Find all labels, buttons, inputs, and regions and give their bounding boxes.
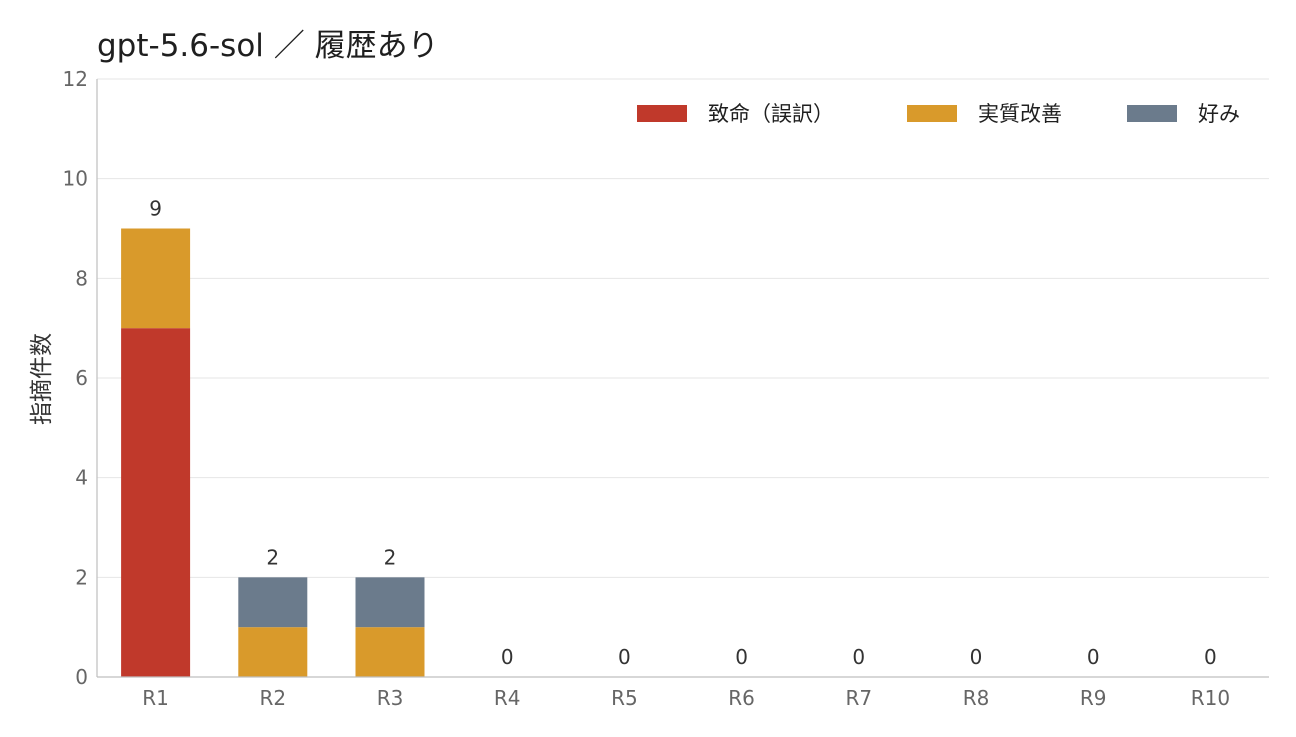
bar-total-label: 0: [501, 645, 514, 669]
chart-title: gpt-5.6-sol ／ 履歴あり: [97, 28, 439, 64]
y-axis-label: 指摘件数: [29, 333, 55, 425]
axes: [96, 79, 1269, 678]
x-tick-label: R8: [963, 686, 990, 710]
y-tick-label: 6: [75, 366, 88, 390]
bar-total-label: 0: [1087, 645, 1100, 669]
y-tick-label: 2: [75, 565, 88, 589]
x-tick-label: R4: [494, 686, 521, 710]
y-tick-label: 4: [75, 466, 88, 490]
bar-segment: [355, 577, 425, 628]
bar-segment: [121, 228, 191, 329]
legend-swatch: [907, 105, 957, 122]
x-tick-label: R7: [845, 686, 872, 710]
labels: 0 2 4 6 8 10 12 R1 9 R2 2 R3 2 R4 0 R5 0 R6 0 R7 0 R8 0 R9 0 R10 0: [63, 67, 1231, 710]
bar-total-label: 0: [970, 645, 983, 669]
x-tick-label: R3: [377, 686, 404, 710]
y-tick-label: 10: [63, 167, 88, 191]
bar-total-label: 2: [384, 545, 397, 569]
bar-segment: [238, 627, 308, 677]
bar-total-label: 0: [735, 645, 748, 669]
grid-lines: [97, 78, 1269, 578]
bar-segment: [121, 328, 191, 677]
legend-swatch: [1127, 105, 1177, 122]
legend: 致命（誤訳） 実質改善 好み: [637, 102, 1240, 126]
bar-total-label: 0: [852, 645, 865, 669]
bar-total-label: 9: [149, 197, 162, 221]
bar-total-label: 0: [1204, 645, 1217, 669]
legend-label: 実質改善: [978, 102, 1062, 126]
y-tick-label: 0: [75, 665, 88, 689]
y-tick-label: 12: [63, 67, 88, 91]
bar-total-label: 0: [618, 645, 631, 669]
bar-segment: [238, 577, 308, 628]
x-tick-label: R1: [142, 686, 169, 710]
x-tick-label: R2: [259, 686, 286, 710]
x-tick-label: R5: [611, 686, 638, 710]
x-tick-label: R9: [1080, 686, 1107, 710]
legend-label: 好み: [1198, 102, 1240, 126]
x-tick-label: R10: [1191, 686, 1230, 710]
legend-swatch: [637, 105, 687, 122]
y-tick-label: 8: [75, 266, 88, 290]
bars: [121, 228, 425, 677]
bar-total-label: 2: [266, 545, 279, 569]
legend-label: 致命（誤訳）: [708, 102, 834, 126]
bar-segment: [355, 627, 425, 677]
x-tick-label: R6: [728, 686, 755, 710]
